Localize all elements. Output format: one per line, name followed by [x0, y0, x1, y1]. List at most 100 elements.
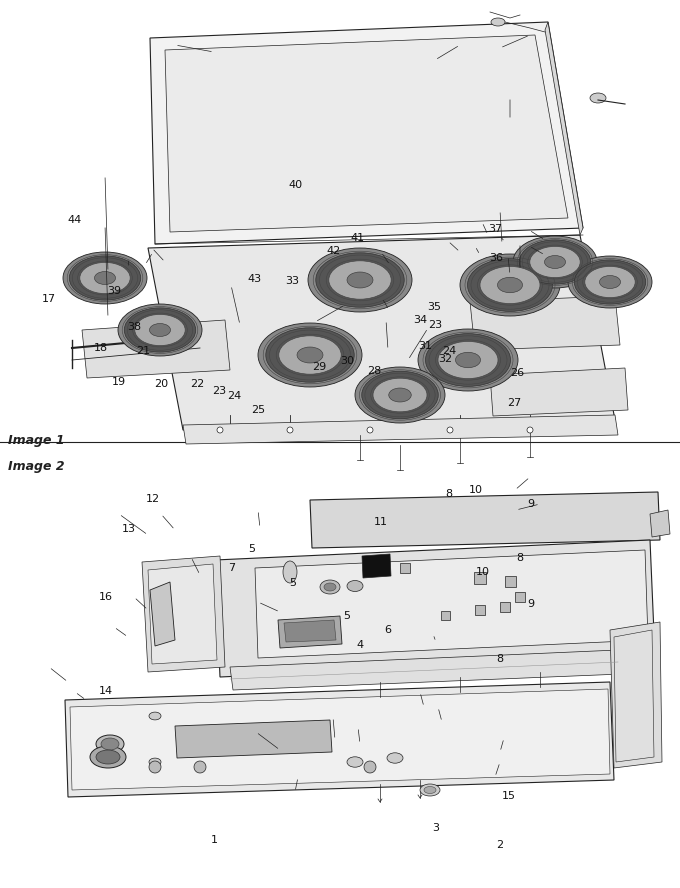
- Circle shape: [194, 761, 206, 773]
- Bar: [441, 611, 450, 620]
- Text: 32: 32: [439, 353, 452, 364]
- Ellipse shape: [80, 262, 130, 294]
- Text: 2: 2: [496, 840, 503, 851]
- Ellipse shape: [426, 334, 511, 386]
- Ellipse shape: [590, 93, 606, 103]
- Bar: [505, 576, 516, 587]
- Text: 27: 27: [507, 398, 521, 408]
- Polygon shape: [150, 582, 175, 646]
- Text: 13: 13: [122, 524, 136, 535]
- Text: 10: 10: [469, 485, 483, 496]
- Text: 23: 23: [428, 320, 442, 330]
- Polygon shape: [545, 22, 583, 235]
- Ellipse shape: [69, 256, 141, 300]
- Text: 26: 26: [510, 368, 524, 378]
- Text: 42: 42: [326, 246, 340, 257]
- Ellipse shape: [95, 272, 116, 284]
- Text: 36: 36: [490, 252, 503, 263]
- Polygon shape: [614, 630, 654, 762]
- Text: 4: 4: [357, 639, 364, 650]
- Text: 6: 6: [384, 625, 391, 636]
- Ellipse shape: [308, 248, 412, 312]
- Text: 38: 38: [128, 321, 141, 332]
- Circle shape: [447, 427, 453, 433]
- Circle shape: [287, 427, 293, 433]
- Circle shape: [217, 427, 223, 433]
- Text: 8: 8: [445, 488, 452, 499]
- Polygon shape: [230, 650, 622, 690]
- Text: 33: 33: [286, 275, 299, 286]
- Ellipse shape: [347, 581, 363, 591]
- Polygon shape: [610, 622, 662, 768]
- Ellipse shape: [320, 580, 340, 594]
- Polygon shape: [278, 616, 342, 648]
- Ellipse shape: [373, 378, 427, 412]
- Ellipse shape: [329, 261, 391, 299]
- Text: 1: 1: [211, 835, 218, 845]
- Polygon shape: [183, 415, 618, 444]
- Text: 28: 28: [367, 366, 381, 377]
- Polygon shape: [165, 35, 568, 232]
- Text: 8: 8: [517, 552, 524, 563]
- Ellipse shape: [600, 275, 620, 289]
- Text: 31: 31: [418, 341, 432, 352]
- Ellipse shape: [418, 329, 518, 391]
- Polygon shape: [650, 510, 670, 537]
- Text: 35: 35: [427, 302, 441, 313]
- Text: 22: 22: [190, 378, 204, 389]
- Ellipse shape: [530, 246, 580, 278]
- Ellipse shape: [438, 341, 498, 378]
- Polygon shape: [255, 550, 648, 658]
- Ellipse shape: [124, 308, 196, 353]
- Circle shape: [367, 427, 373, 433]
- Polygon shape: [82, 320, 230, 378]
- Ellipse shape: [135, 314, 185, 345]
- Text: 15: 15: [502, 790, 515, 801]
- Text: 3: 3: [432, 822, 439, 833]
- Ellipse shape: [297, 347, 323, 363]
- Ellipse shape: [283, 561, 297, 583]
- Ellipse shape: [389, 388, 411, 402]
- Ellipse shape: [355, 367, 445, 423]
- Bar: [475, 605, 485, 615]
- Text: 16: 16: [99, 591, 112, 602]
- Polygon shape: [70, 689, 610, 790]
- Text: 44: 44: [68, 215, 82, 226]
- Ellipse shape: [63, 252, 147, 304]
- Text: 25: 25: [252, 405, 265, 416]
- Ellipse shape: [420, 784, 440, 796]
- Ellipse shape: [101, 738, 119, 750]
- Ellipse shape: [258, 323, 362, 387]
- Polygon shape: [65, 682, 614, 797]
- Text: Image 1: Image 1: [8, 434, 65, 447]
- Ellipse shape: [266, 328, 354, 382]
- Polygon shape: [284, 620, 336, 642]
- Ellipse shape: [347, 272, 373, 288]
- Polygon shape: [215, 540, 655, 677]
- Text: 30: 30: [340, 355, 354, 366]
- Text: 11: 11: [374, 517, 388, 527]
- Ellipse shape: [149, 758, 161, 765]
- Ellipse shape: [347, 757, 363, 767]
- Ellipse shape: [460, 254, 560, 316]
- Text: 41: 41: [351, 233, 364, 243]
- Polygon shape: [175, 720, 332, 758]
- Ellipse shape: [324, 583, 336, 591]
- Ellipse shape: [387, 753, 403, 763]
- Ellipse shape: [575, 260, 646, 304]
- Circle shape: [364, 761, 376, 773]
- Ellipse shape: [513, 236, 597, 288]
- Ellipse shape: [480, 266, 540, 304]
- Text: 37: 37: [488, 224, 502, 234]
- Ellipse shape: [279, 336, 341, 374]
- Ellipse shape: [456, 353, 481, 368]
- Ellipse shape: [96, 735, 124, 753]
- Ellipse shape: [118, 304, 202, 356]
- Text: 39: 39: [107, 286, 121, 297]
- Text: 8: 8: [496, 654, 503, 664]
- Circle shape: [149, 761, 161, 773]
- Text: 40: 40: [289, 179, 303, 190]
- Ellipse shape: [96, 750, 120, 764]
- Bar: [364, 564, 376, 576]
- Ellipse shape: [498, 277, 522, 293]
